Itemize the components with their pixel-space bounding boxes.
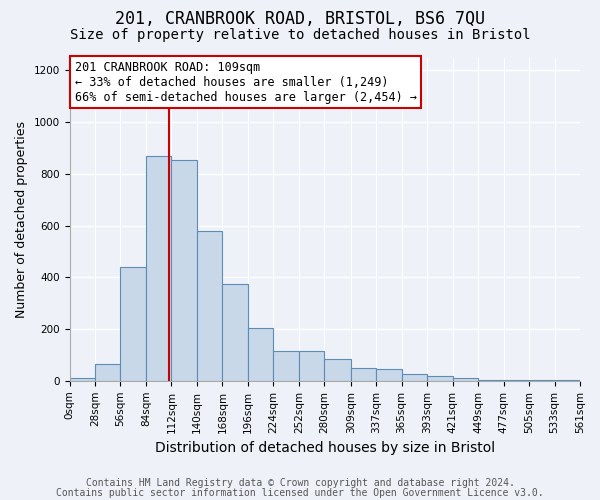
Text: Contains public sector information licensed under the Open Government Licence v3: Contains public sector information licen…	[56, 488, 544, 498]
Bar	[554, 380, 580, 381]
Bar	[325, 359, 350, 381]
Bar	[223, 284, 248, 381]
Bar	[172, 160, 197, 381]
Bar	[95, 364, 121, 381]
Bar	[248, 328, 274, 381]
Bar	[146, 156, 172, 381]
Bar	[376, 369, 401, 381]
Bar	[427, 376, 452, 381]
Y-axis label: Number of detached properties: Number of detached properties	[15, 120, 28, 318]
Text: 201 CRANBROOK ROAD: 109sqm
← 33% of detached houses are smaller (1,249)
66% of s: 201 CRANBROOK ROAD: 109sqm ← 33% of deta…	[74, 60, 416, 104]
Text: Size of property relative to detached houses in Bristol: Size of property relative to detached ho…	[70, 28, 530, 42]
Bar	[503, 380, 529, 381]
Text: Contains HM Land Registry data © Crown copyright and database right 2024.: Contains HM Land Registry data © Crown c…	[86, 478, 514, 488]
Text: 201, CRANBROOK ROAD, BRISTOL, BS6 7QU: 201, CRANBROOK ROAD, BRISTOL, BS6 7QU	[115, 10, 485, 28]
Bar	[121, 267, 146, 381]
Bar	[299, 351, 325, 381]
Bar	[401, 374, 427, 381]
Bar	[529, 380, 554, 381]
Bar	[274, 351, 299, 381]
Bar	[350, 368, 376, 381]
Bar	[478, 380, 503, 381]
Bar	[197, 231, 223, 381]
X-axis label: Distribution of detached houses by size in Bristol: Distribution of detached houses by size …	[155, 441, 495, 455]
Bar	[452, 378, 478, 381]
Bar	[70, 378, 95, 381]
